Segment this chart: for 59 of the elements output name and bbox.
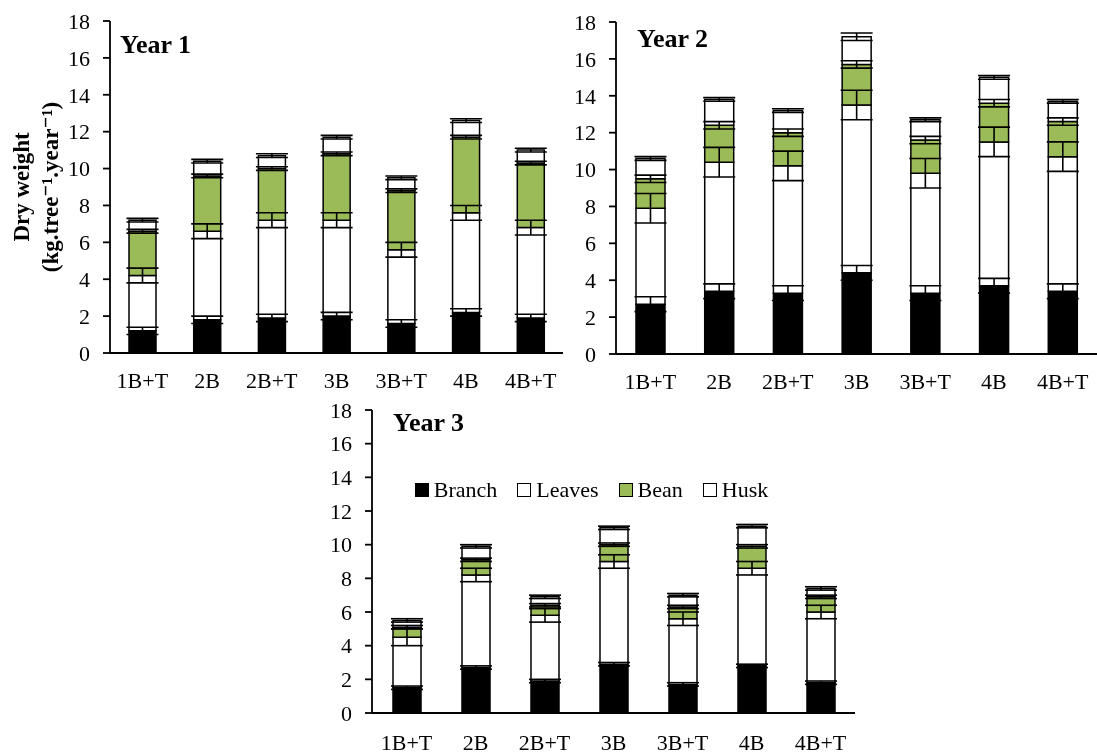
y-tick-label: 8 <box>585 194 596 220</box>
x-tick-label: 3B <box>600 729 627 753</box>
x-tick-label: 4B+T <box>504 367 557 393</box>
y-tick-label: 18 <box>68 8 90 34</box>
y-tick-label: 18 <box>574 9 596 35</box>
x-tick-label: 1B+T <box>380 729 433 753</box>
y-tick-label: 2 <box>585 304 596 330</box>
legend-label: Bean <box>637 477 683 503</box>
y-tick-label: 14 <box>330 465 352 491</box>
chart-title: Year 1 <box>120 29 192 61</box>
y-tick-label: 6 <box>79 230 90 256</box>
legend-label: Husk <box>721 477 769 503</box>
y-tick-label: 2 <box>341 667 352 693</box>
x-tick-label: 3B+T <box>656 729 709 753</box>
y-tick-label: 14 <box>574 83 596 109</box>
y-tick-label: 12 <box>330 498 352 524</box>
y-axis-title: Dry weight (kg.tree⁻¹.year⁻¹) <box>8 101 63 273</box>
y-tick-label: 12 <box>68 119 90 145</box>
y-tick-label: 4 <box>585 268 596 294</box>
x-tick-label: 2B <box>462 729 489 753</box>
y-tick-label: 16 <box>574 46 596 72</box>
y-tick-label: 16 <box>68 45 90 71</box>
chart-title: Year 2 <box>637 23 709 55</box>
x-tick-label: 4B <box>738 729 765 753</box>
x-tick-label: 4B <box>453 367 479 393</box>
x-tick-label: 2B <box>194 367 220 393</box>
y-tick-label: 14 <box>68 82 90 108</box>
x-tick-label: 4B+T <box>794 729 847 753</box>
y-tick-label: 6 <box>585 231 596 257</box>
legend-label: Branch <box>433 477 498 503</box>
y-tick-label: 8 <box>341 566 352 592</box>
x-tick-label: 3B+T <box>375 367 428 393</box>
y-tick-label: 6 <box>341 599 352 625</box>
chart-title: Year 3 <box>393 407 465 439</box>
x-tick-label: 3B+T <box>899 368 952 394</box>
x-tick-label: 2B+T <box>246 367 299 393</box>
x-tick-label: 4B <box>981 368 1007 394</box>
y-tick-label: 0 <box>79 340 90 366</box>
y-tick-label: 8 <box>79 193 90 219</box>
y-tick-label: 4 <box>341 633 352 659</box>
y-tick-label: 18 <box>330 397 352 423</box>
y-tick-label: 16 <box>330 431 352 457</box>
x-tick-label: 4B+T <box>1036 368 1089 394</box>
x-tick-label: 1B+T <box>624 368 677 394</box>
y-tick-label: 0 <box>341 700 352 726</box>
x-tick-label: 3B <box>323 367 350 393</box>
legend-label: Leaves <box>536 477 599 503</box>
y-tick-label: 10 <box>68 156 90 182</box>
y-tick-label: 10 <box>330 532 352 558</box>
y-tick-label: 10 <box>574 157 596 183</box>
y-tick-label: 4 <box>79 267 90 293</box>
x-tick-label: 2B <box>706 368 732 394</box>
x-tick-label: 3B <box>843 368 870 394</box>
y-tick-label: 2 <box>79 303 90 329</box>
x-tick-label: 2B+T <box>518 729 571 753</box>
x-tick-label: 1B+T <box>116 367 169 393</box>
y-tick-label: 0 <box>585 341 596 367</box>
y-tick-label: 12 <box>574 120 596 146</box>
x-tick-label: 2B+T <box>762 368 815 394</box>
